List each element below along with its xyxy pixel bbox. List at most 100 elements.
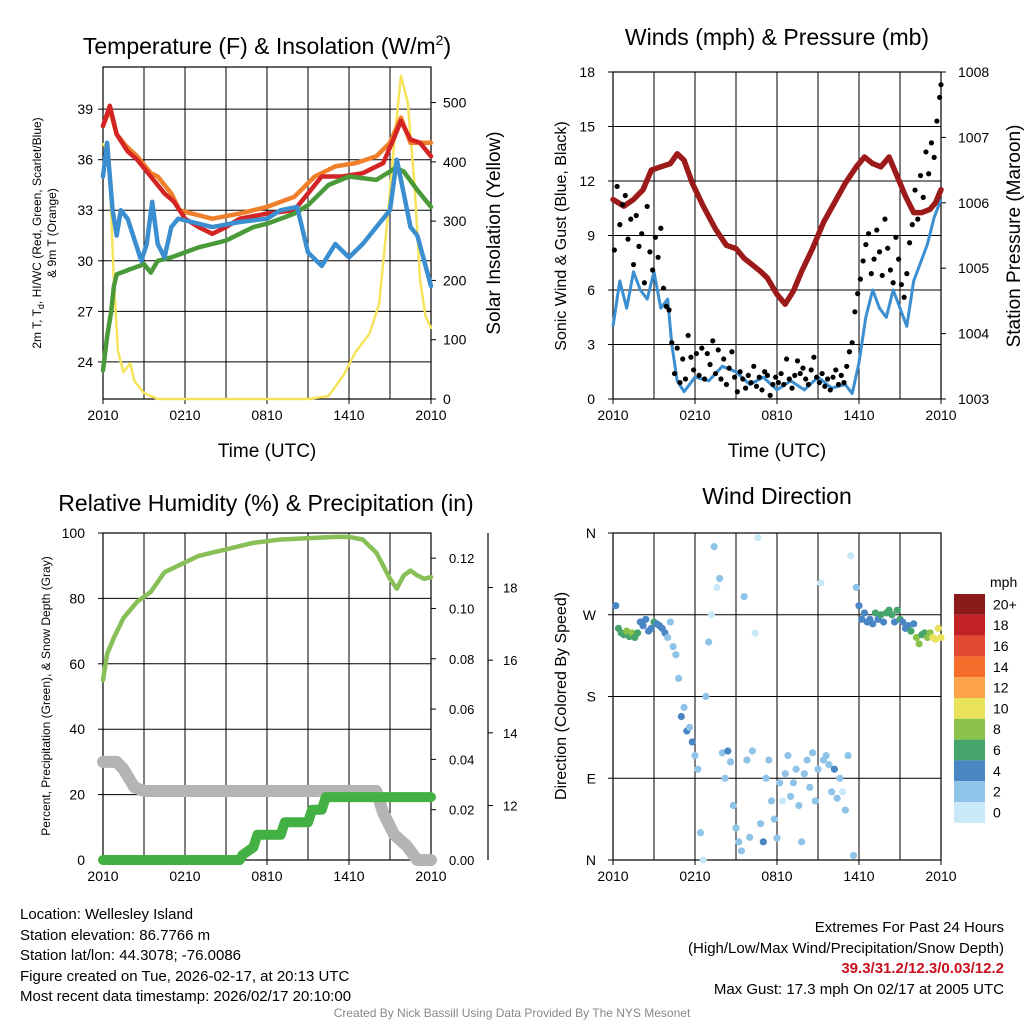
gust-point: [756, 374, 762, 380]
wind-direction-point: [830, 765, 839, 773]
gust-point: [641, 280, 648, 286]
gust-point: [652, 234, 658, 240]
wind-direction-point: [675, 674, 683, 682]
y2-axis-label: Solar Insolation (Yellow): [484, 131, 505, 334]
gust-point: [860, 258, 866, 264]
wind-direction-point: [937, 633, 945, 642]
x-tick-label: 2010: [925, 868, 956, 884]
legend-label: 6: [993, 742, 1001, 758]
legend-swatch: [954, 677, 985, 698]
y2-tick-label: 200: [443, 272, 467, 288]
y-tick-label: 40: [69, 721, 85, 737]
gust-point: [789, 385, 795, 391]
gust-point: [811, 354, 817, 360]
snow-tick-label: 16: [503, 653, 517, 668]
y2-tick-label: 1008: [958, 64, 989, 80]
gust-point: [915, 216, 921, 222]
gust-point: [712, 370, 719, 377]
wind-direction-point: [612, 602, 620, 610]
gust-point: [732, 374, 738, 380]
precip-tick-label: 0.04: [449, 752, 474, 767]
y2-tick-label: 1004: [958, 326, 989, 342]
gust-point: [926, 171, 932, 177]
legend-label: 10: [993, 700, 1009, 716]
wind-direction-point: [746, 833, 754, 841]
wind-direction-point: [732, 824, 740, 832]
wind-direction-point: [718, 749, 726, 757]
wind-direction-point: [743, 756, 751, 764]
gust-point: [660, 285, 667, 291]
y-tick-label: 3: [587, 337, 595, 353]
gust-point: [707, 361, 713, 368]
wind-direction-point: [899, 618, 907, 626]
credit-line: Created By Nick Bassill Using Data Provi…: [333, 1006, 691, 1020]
wind-direction-point: [726, 758, 735, 766]
y-tick-label: E: [587, 770, 596, 786]
gust-point: [773, 374, 779, 380]
gust-point: [882, 216, 888, 222]
wind-direction-point: [880, 618, 888, 626]
gust-point: [723, 381, 730, 388]
wind-direction-point: [841, 806, 849, 814]
wind-direction-point: [836, 774, 844, 782]
gust-point: [704, 350, 710, 357]
station-info: Location: Wellesley Island Station eleva…: [20, 905, 351, 1008]
wind-direction-point: [724, 747, 732, 755]
wind-direction-point: [721, 774, 729, 782]
wind-direction-point: [852, 583, 860, 592]
y2-tick-label: 500: [443, 95, 467, 111]
figure-created: Figure created on Tue, 2026-02-17, at 20…: [20, 967, 350, 985]
wind-direction-point: [754, 533, 762, 542]
snow-tick-label: 12: [503, 799, 517, 814]
precip-tick-label: 0.10: [449, 601, 474, 616]
wind-direction-point: [664, 633, 672, 642]
wind-direction-point: [672, 651, 680, 659]
wind-direction-point: [844, 751, 852, 760]
gust-point: [647, 249, 653, 255]
gust-point: [917, 172, 924, 179]
wind-direction-point: [828, 788, 836, 796]
y2-tick-label: 0: [443, 391, 451, 407]
x-tick-label: 0810: [251, 407, 282, 423]
gust-point: [803, 376, 809, 382]
wind-direction-point: [890, 618, 899, 626]
series-line-snow-depth: [97, 755, 437, 866]
y-tick-label: N: [586, 852, 596, 868]
gust-point: [639, 231, 645, 237]
legend-label: 4: [993, 763, 1001, 779]
x-tick-label: 2010: [925, 407, 956, 423]
wind-direction-point: [931, 635, 940, 643]
wind-direction-point: [822, 751, 830, 760]
gust-point: [863, 241, 869, 248]
wind-direction-point: [800, 770, 808, 778]
wind-direction-point: [877, 611, 885, 619]
gust-point: [786, 376, 792, 382]
wind-direction-point: [666, 618, 675, 626]
x-tick-label: 1410: [333, 407, 364, 423]
gust-point: [835, 381, 842, 388]
y-tick-label: S: [587, 689, 596, 705]
gust-point: [827, 387, 833, 393]
legend-swatch: [954, 635, 985, 657]
legend-swatch: [954, 739, 985, 761]
x-tick-label: 1410: [843, 407, 874, 423]
y-tick-label: 30: [77, 253, 93, 269]
precip-tick-label: 0.00: [449, 853, 474, 868]
wind-direction-point: [770, 815, 778, 823]
gust-point: [923, 149, 929, 155]
extremes-subtitle: (High/Low/Max Wind/Precipitation/Snow De…: [688, 939, 1004, 957]
gust-point: [819, 370, 825, 377]
gust-point: [650, 267, 656, 273]
series-line-dewpoint: [100, 165, 434, 373]
y-axis-label-line2: & 9m T (Orange): [45, 188, 59, 278]
legend-swatch: [954, 698, 985, 719]
gust-point: [805, 381, 812, 388]
wind-direction-point: [705, 638, 713, 646]
gust-point: [841, 380, 847, 386]
wind-direction-point: [713, 583, 721, 592]
gust-point: [879, 272, 885, 279]
wind-direction-point: [787, 792, 795, 801]
gust-point: [846, 349, 853, 355]
wind-direction-point: [765, 756, 773, 764]
legend-swatch: [954, 718, 985, 740]
